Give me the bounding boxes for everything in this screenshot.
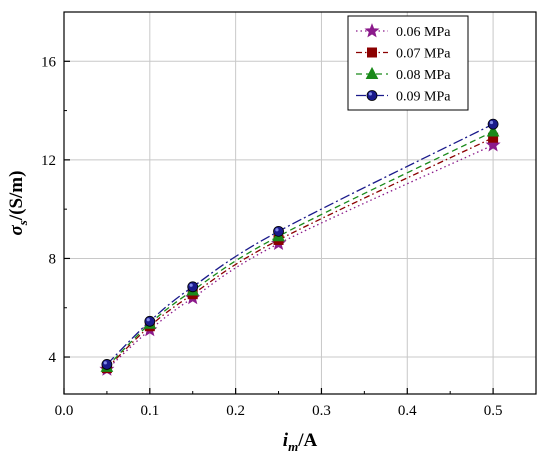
- legend: 0.06 MPa 0.07 MPa 0.08 MPa 0.09 MPa: [347, 15, 469, 111]
- legend-item: 0.08 MPa: [356, 66, 451, 83]
- y-axis-label: σs/(S/m): [6, 171, 30, 236]
- series-group: [99, 118, 501, 376]
- x-axis-label: im/A: [283, 430, 318, 454]
- series-2: [101, 132, 499, 374]
- x-axis-label-unit: /A: [297, 430, 317, 451]
- y-axis-label-main: σ: [6, 224, 27, 235]
- y-axis-label-unit: /(S/m): [6, 171, 27, 222]
- legend-label: 0.07 MPa: [396, 47, 451, 62]
- series-1: [99, 137, 501, 376]
- legend-marker: [366, 90, 378, 101]
- x-tick-label: 0.0: [55, 403, 74, 419]
- y-axis-label-sub: s: [15, 220, 30, 226]
- x-tick-label: 0.4: [398, 403, 417, 419]
- data-point: [273, 225, 284, 237]
- legend-label: 0.08 MPa: [396, 68, 451, 83]
- y-tick-label: 12: [41, 153, 56, 169]
- plot-frame: [63, 11, 537, 395]
- data-point: [144, 315, 156, 327]
- data-point: [187, 281, 199, 293]
- axis-ticks: 0.0 0.1 0.2 0.3 0.4 0.5 4 8 12 16: [41, 54, 537, 419]
- legend-marker: [367, 47, 377, 58]
- data-point: [487, 118, 499, 130]
- x-axis-label-sub: m: [288, 439, 298, 454]
- y-tick-label: 16: [41, 54, 57, 70]
- data-point: [486, 124, 500, 137]
- x-axis-label-main: i: [283, 430, 289, 451]
- series-4: [101, 118, 499, 370]
- legend-item: 0.09 MPa: [356, 90, 451, 105]
- series-line: [106, 130, 494, 368]
- legend-label: 0.09 MPa: [396, 90, 451, 105]
- series-line: [106, 137, 494, 369]
- y-tick-label: 4: [49, 350, 57, 366]
- x-tick-label: 0.1: [140, 403, 159, 419]
- legend-label: 0.06 MPa: [396, 25, 451, 40]
- legend-item: 0.07 MPa: [356, 47, 451, 62]
- x-tick-label: 0.2: [226, 403, 245, 419]
- legend-item: 0.06 MPa: [356, 23, 451, 40]
- data-point: [101, 359, 113, 370]
- x-tick-label: 0.5: [484, 403, 503, 419]
- data-point: [485, 137, 501, 152]
- legend-marker: [364, 23, 380, 38]
- series-line: [106, 144, 494, 370]
- legend-marker: [365, 66, 379, 79]
- x-tick-label: 0.3: [312, 403, 331, 419]
- y-tick-label: 8: [49, 251, 57, 267]
